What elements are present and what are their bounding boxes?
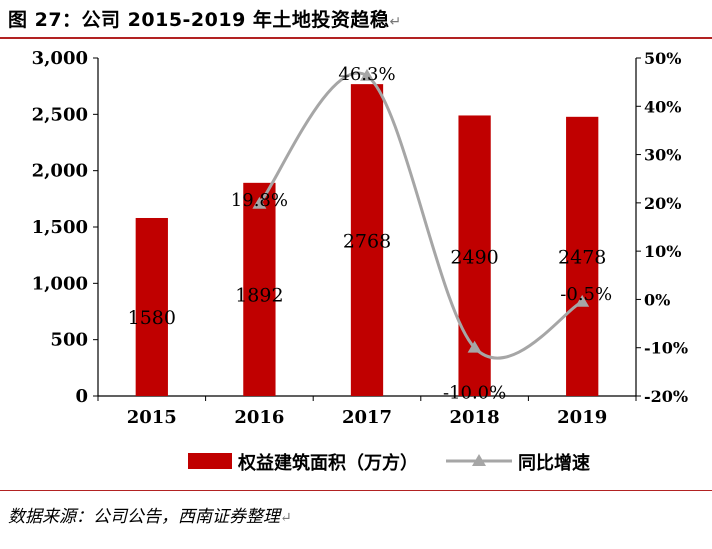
- figure-title: 图 27：公司 2015-2019 年土地投资趋稳↵: [8, 5, 402, 32]
- combo-chart: 0 500 1,000 1,500 2,000 2,500 3,000 -20% -10% 0% 1…: [32, 48, 688, 474]
- legend-bar-swatch: [188, 453, 232, 469]
- growth-point-marker: [467, 340, 482, 353]
- bottom-rule: [0, 490, 712, 491]
- growth-point-marker: [575, 294, 590, 307]
- bar-2016: [243, 182, 276, 396]
- growth-value-label: 19.8%: [231, 190, 288, 211]
- left-tick-label: 2,500: [32, 104, 88, 125]
- bar-2017: [350, 84, 384, 396]
- source-note: 数据来源：公司公告，西南证券整理↵: [8, 502, 292, 527]
- right-tick-label: 20%: [644, 194, 681, 213]
- growth-value-label: 46.3%: [338, 64, 395, 85]
- figure-title-text: 图 27：公司 2015-2019 年土地投资趋稳: [8, 9, 390, 31]
- right-tick-label: -10%: [644, 339, 688, 358]
- left-tick-label: 500: [50, 330, 88, 351]
- paragraph-mark-icon: ↵: [280, 510, 292, 526]
- bar-2015: [135, 217, 168, 396]
- right-tick-label: 40%: [644, 97, 681, 116]
- legend-line-marker: [472, 454, 486, 466]
- left-tick-label: 1,000: [32, 273, 88, 294]
- bar-value-label: 1892: [235, 285, 283, 307]
- right-tick-label: -20%: [644, 387, 688, 406]
- bar-value-label: 2768: [343, 231, 391, 253]
- right-tick-label: 0%: [644, 290, 670, 309]
- left-tick-label: 1,500: [32, 217, 88, 238]
- x-tick-label: 2019: [557, 407, 607, 428]
- growth-point-marker: [252, 196, 267, 209]
- legend-bar-label: 权益建筑面积（万方）: [237, 452, 418, 474]
- right-tick-label: 50%: [644, 49, 681, 68]
- title-rule: [0, 37, 712, 39]
- growth-point-marker: [360, 68, 374, 81]
- x-tick-label: 2018: [450, 407, 500, 428]
- right-tick-label: 30%: [644, 146, 681, 165]
- growth-value-label: -0.5%: [560, 284, 612, 305]
- left-tick-label: 3,000: [32, 48, 88, 69]
- x-tick-label: 2015: [127, 407, 177, 428]
- source-text: 数据来源：公司公告，西南证券整理: [8, 507, 280, 527]
- bar-2019: [566, 116, 599, 396]
- x-tick-label: 2016: [234, 407, 284, 428]
- left-tick-label: 2,000: [32, 161, 88, 182]
- left-tick-label: 0: [75, 386, 88, 407]
- growth-line: [258, 71, 583, 360]
- title-bar: 图 27：公司 2015-2019 年土地投资趋稳↵: [0, 0, 712, 37]
- bar-value-label: 2490: [450, 246, 498, 268]
- paragraph-mark-icon: ↵: [389, 14, 402, 30]
- growth-value-label: -10.0%: [443, 383, 506, 404]
- legend-line-label: 同比增速: [518, 452, 590, 474]
- x-tick-label: 2017: [342, 407, 392, 428]
- bar-value-label: 1580: [128, 307, 176, 329]
- bar-value-label: 2478: [558, 246, 606, 268]
- right-tick-label: 10%: [644, 242, 681, 261]
